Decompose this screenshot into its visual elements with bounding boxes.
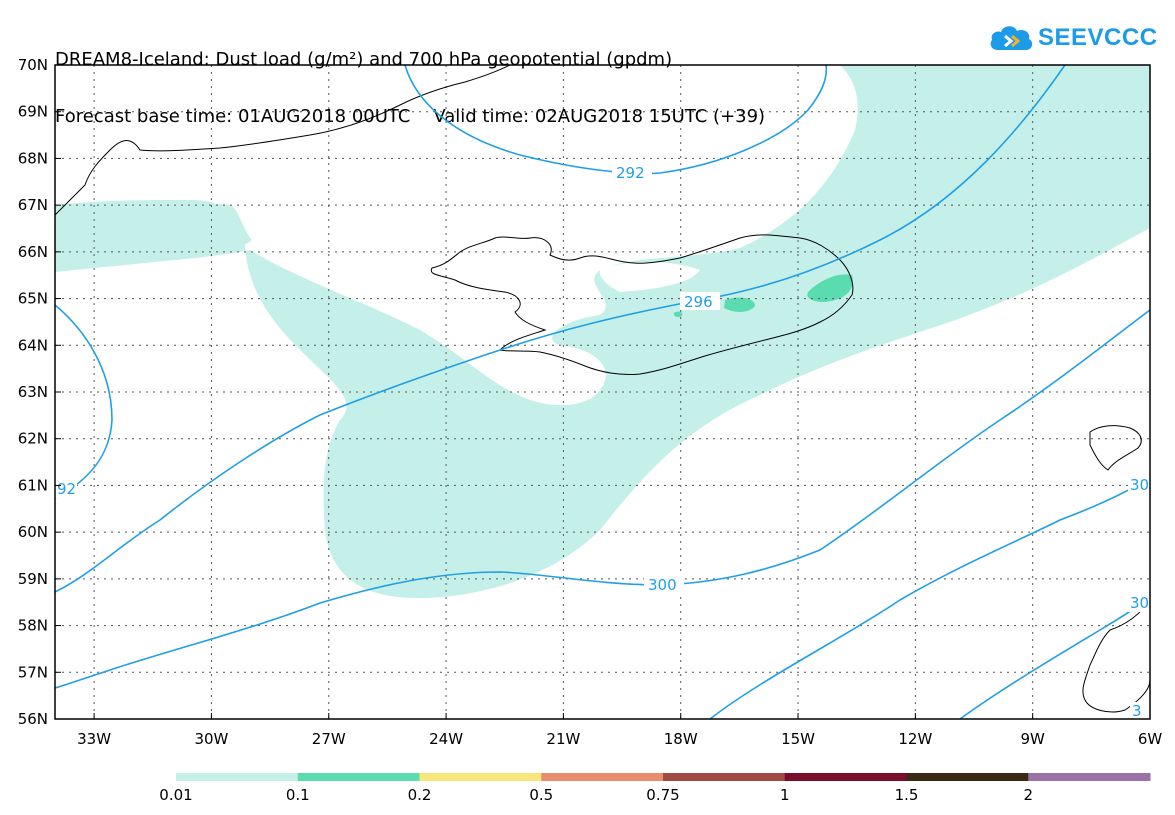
colorbar-legend: 0.01 0.1 0.2 0.5 0.75 1 1.5 2	[159, 773, 1151, 804]
contour-304	[709, 477, 1150, 719]
seevccc-logo: SEEVCCC	[988, 18, 1158, 58]
dust-shade-mid-2	[724, 297, 755, 312]
lon-tick-label: 24W	[429, 730, 463, 748]
contour-label-east-2: 30	[1130, 594, 1149, 612]
lat-tick-label: 57N	[18, 663, 48, 681]
legend-color-swatch	[541, 773, 664, 781]
legend-color-swatch	[1028, 773, 1151, 781]
title-line-2: Forecast base time: 01AUG2018 00UTC Vali…	[55, 106, 766, 127]
lon-tick-label: 9W	[1020, 730, 1045, 748]
contour-label-west: 92	[57, 480, 76, 498]
graticule	[55, 65, 1150, 719]
coastline-iceland	[430, 234, 854, 375]
coastlines	[55, 65, 1150, 713]
legend-color-swatch	[176, 773, 299, 781]
lat-tick-label: 62N	[18, 430, 48, 448]
contour-300	[55, 309, 1150, 689]
lon-tick-label: 6W	[1138, 730, 1163, 748]
lat-tick-label: 58N	[18, 617, 48, 635]
cloud-icon	[990, 26, 1033, 50]
legend-color-swatch	[784, 773, 907, 781]
legend-label: 0.75	[646, 786, 679, 804]
lat-tick-label: 59N	[18, 570, 48, 588]
contour-308	[959, 597, 1150, 719]
contour-296	[55, 65, 1066, 593]
contour-label-east-1: 30	[1130, 476, 1149, 494]
legend-label: 0.5	[529, 786, 553, 804]
contour-label-300: 300	[648, 576, 677, 594]
lat-tick-label: 64N	[18, 336, 48, 354]
longitude-axis: 33W 30W 27W 24W 21W 18W 15W 12W 9W 6W	[77, 713, 1162, 748]
contour-label-east-3: 3	[1132, 702, 1142, 720]
dust-shade-low-north	[55, 65, 1150, 599]
lat-tick-label: 56N	[18, 710, 48, 728]
legend-label: 0.2	[408, 786, 432, 804]
lon-tick-label: 21W	[546, 730, 580, 748]
legend-label: 1	[780, 786, 790, 804]
lon-tick-label: 12W	[898, 730, 932, 748]
contour-label-296: 296	[684, 293, 713, 311]
contour-292-north	[404, 65, 828, 175]
legend-label: 2	[1023, 786, 1033, 804]
legend-color-swatch	[663, 773, 786, 781]
legend-color-swatch	[906, 773, 1029, 781]
lat-tick-label: 68N	[18, 149, 48, 167]
dust-shade-low-band	[55, 201, 252, 272]
contour-label-292: 292	[616, 164, 645, 182]
lat-tick-label: 63N	[18, 383, 48, 401]
legend-color-swatch	[419, 773, 542, 781]
coastline-scotland	[1082, 599, 1150, 713]
contour-labels: 292 296 300 92 30 30 3	[55, 163, 1150, 720]
contour-292-west	[55, 304, 113, 499]
dust-gap-iceland	[599, 262, 700, 292]
logo-text: SEEVCCC	[1038, 24, 1158, 51]
lon-tick-label: 27W	[312, 730, 346, 748]
coastline-greenland	[55, 65, 511, 216]
legend-label: 1.5	[895, 786, 919, 804]
lon-tick-label: 18W	[664, 730, 698, 748]
legend-label: 0.1	[286, 786, 310, 804]
lat-tick-label: 61N	[18, 476, 48, 494]
lat-tick-label: 60N	[18, 523, 48, 541]
lon-tick-label: 30W	[194, 730, 228, 748]
coastline-norway-islands	[1089, 425, 1142, 471]
lat-tick-label: 67N	[18, 196, 48, 214]
dust-shade-mid-3	[673, 311, 683, 317]
legend-label: 0.01	[159, 786, 192, 804]
latitude-axis: 70N 69N 68N 67N 66N 65N 64N 63N 62N 61N 60N 59N 58N 5…	[18, 56, 61, 728]
lon-tick-label: 15W	[781, 730, 815, 748]
lat-tick-label: 66N	[18, 243, 48, 261]
lon-tick-label: 33W	[77, 730, 111, 748]
dust-shade-mid-1	[807, 274, 853, 302]
legend-color-swatch	[297, 773, 420, 781]
lat-tick-label: 69N	[18, 103, 48, 121]
lat-tick-label: 70N	[18, 56, 48, 74]
lat-tick-label: 65N	[18, 290, 48, 308]
